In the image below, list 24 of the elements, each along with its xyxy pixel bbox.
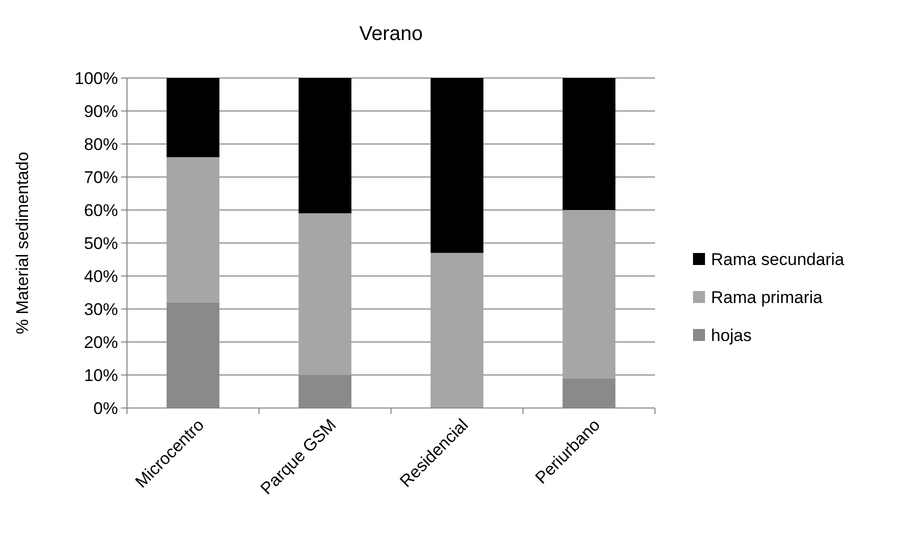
- legend-label: hojas: [711, 326, 752, 345]
- legend-label: Rama secundaria: [711, 250, 845, 269]
- y-tick-label: 60%: [84, 200, 118, 220]
- legend-label: Rama primaria: [711, 288, 824, 307]
- y-tick-label: 90%: [84, 102, 118, 121]
- y-axis-title: % Material sedimentado: [13, 152, 32, 334]
- y-tick-label: 30%: [84, 300, 118, 319]
- y-tick-label: 100%: [74, 68, 118, 88]
- chart-title: Verano: [359, 23, 423, 45]
- bar: [562, 210, 616, 378]
- bar: [430, 78, 484, 253]
- bar: [430, 252, 484, 408]
- y-tick-label: 70%: [84, 168, 118, 187]
- y-tick-label: 40%: [84, 266, 118, 286]
- bar: [166, 157, 220, 302]
- bar: [166, 78, 220, 158]
- bar: [562, 78, 616, 210]
- y-tick-label: 10%: [84, 366, 118, 385]
- bar: [298, 213, 352, 375]
- y-tick-label: 0%: [93, 398, 118, 418]
- y-tick-label: 20%: [84, 332, 118, 352]
- y-tick-label: 50%: [84, 234, 118, 253]
- bar: [298, 78, 352, 214]
- y-tick-label: 80%: [84, 134, 118, 154]
